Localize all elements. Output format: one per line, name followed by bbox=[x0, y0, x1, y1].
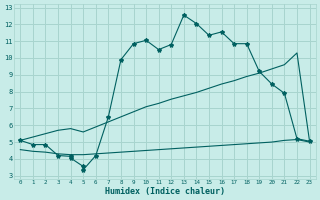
X-axis label: Humidex (Indice chaleur): Humidex (Indice chaleur) bbox=[105, 187, 225, 196]
